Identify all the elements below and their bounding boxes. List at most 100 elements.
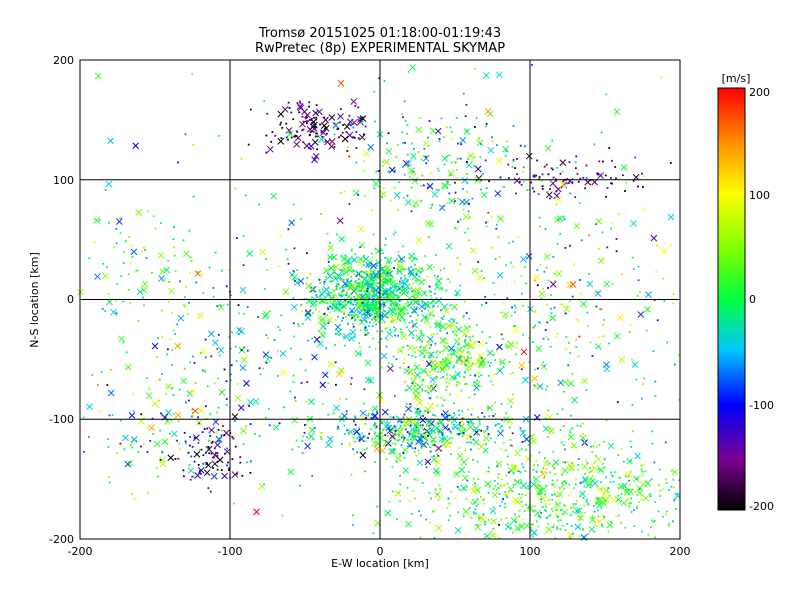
data-point-dot: [562, 180, 565, 183]
data-point-x: [552, 459, 560, 466]
data-point-dot: [376, 282, 379, 285]
data-point-dot: [368, 432, 370, 435]
data-point-dot: [312, 438, 315, 441]
data-point-dot: [347, 314, 350, 317]
data-point-dot: [217, 377, 220, 380]
data-point-dot: [424, 409, 427, 412]
data-point-dot: [133, 497, 136, 500]
data-point-dot: [468, 507, 471, 510]
data-point-dot: [559, 172, 562, 175]
data-point-dot: [464, 535, 467, 538]
data-point-dot: [450, 161, 453, 164]
data-point-dot: [410, 306, 412, 309]
data-point-dot: [399, 366, 402, 369]
data-point-x: [237, 404, 245, 412]
data-point-dot: [362, 276, 365, 279]
data-point-dot: [555, 179, 558, 182]
data-point-dot: [441, 413, 443, 416]
data-point-dot: [528, 188, 531, 191]
data-point-dot: [548, 499, 551, 501]
data-point-dot: [413, 395, 416, 397]
data-point-dot: [281, 127, 284, 129]
data-point-dot: [516, 158, 518, 160]
data-point-dot: [490, 216, 493, 219]
data-point-dot: [191, 411, 194, 414]
data-point-dot: [230, 347, 232, 350]
data-point-dot: [391, 363, 393, 366]
data-point-x: [212, 418, 220, 426]
data-point-dot: [411, 382, 414, 385]
data-point-dot: [413, 478, 416, 481]
data-point-dot: [533, 175, 536, 178]
data-point-dot: [539, 498, 542, 501]
data-point-dot: [376, 505, 379, 508]
data-point-dot: [465, 486, 468, 488]
data-point-dot: [601, 525, 604, 528]
data-point-dot: [505, 495, 507, 497]
data-point-dot: [480, 429, 483, 432]
data-point-dot: [512, 124, 515, 127]
data-point-dot: [395, 312, 398, 315]
data-point-x: [332, 275, 339, 282]
data-point-dot: [381, 422, 384, 424]
data-point-dot: [602, 496, 604, 499]
data-point-dot: [405, 326, 408, 329]
data-point-dot: [332, 412, 335, 415]
data-point-dot: [396, 461, 398, 463]
data-point-dot: [496, 350, 498, 353]
data-point-dot: [377, 275, 380, 277]
data-point-dot: [501, 333, 503, 336]
data-point-dot: [443, 163, 446, 166]
data-point-dot: [606, 187, 609, 189]
data-point-dot: [239, 461, 242, 464]
data-point-dot: [447, 497, 450, 500]
data-point-dot: [467, 351, 470, 353]
data-point-dot: [341, 443, 343, 445]
data-point-dot: [287, 101, 290, 104]
data-point-dot: [562, 461, 565, 463]
data-point-dot: [355, 279, 358, 282]
data-point-dot: [574, 196, 577, 199]
data-point-dot: [119, 217, 122, 220]
data-point-x: [533, 273, 540, 281]
data-point-dot: [344, 316, 347, 318]
data-point-dot: [453, 329, 456, 332]
data-point-dot: [238, 312, 241, 315]
data-point-dot: [311, 288, 314, 291]
data-point-dot: [301, 115, 304, 118]
data-point-dot: [167, 259, 170, 262]
data-point-dot: [182, 475, 185, 478]
data-point-x: [384, 421, 391, 428]
data-point-dot: [347, 262, 350, 265]
data-point-dot: [363, 271, 366, 274]
data-point-dot: [583, 485, 586, 488]
data-point-dot: [340, 285, 343, 288]
data-point-x: [595, 217, 603, 225]
data-point-x: [389, 289, 396, 297]
data-point-dot: [677, 354, 680, 357]
data-point-dot: [169, 338, 172, 341]
data-point-x: [471, 483, 479, 491]
data-point-dot: [417, 292, 420, 295]
data-point-dot: [481, 412, 483, 414]
data-point-dot: [448, 428, 450, 431]
data-point-dot: [334, 319, 337, 321]
data-point-dot: [264, 416, 267, 419]
data-point-dot: [333, 294, 336, 297]
data-point-dot: [507, 177, 510, 179]
data-point-dot: [448, 382, 451, 385]
data-point-dot: [420, 299, 423, 302]
data-point-dot: [455, 377, 457, 380]
data-point-dot: [320, 438, 323, 440]
data-point-dot: [533, 174, 536, 177]
data-point-dot: [340, 310, 343, 313]
data-point-dot: [372, 285, 375, 288]
data-point-dot: [451, 421, 454, 424]
data-point-dot: [561, 170, 564, 173]
data-point-dot: [438, 496, 441, 499]
data-point-dot: [143, 304, 145, 307]
data-point-dot: [445, 338, 448, 341]
data-point-dot: [659, 489, 662, 492]
data-point-x: [607, 442, 615, 450]
data-point-dot: [349, 299, 352, 302]
